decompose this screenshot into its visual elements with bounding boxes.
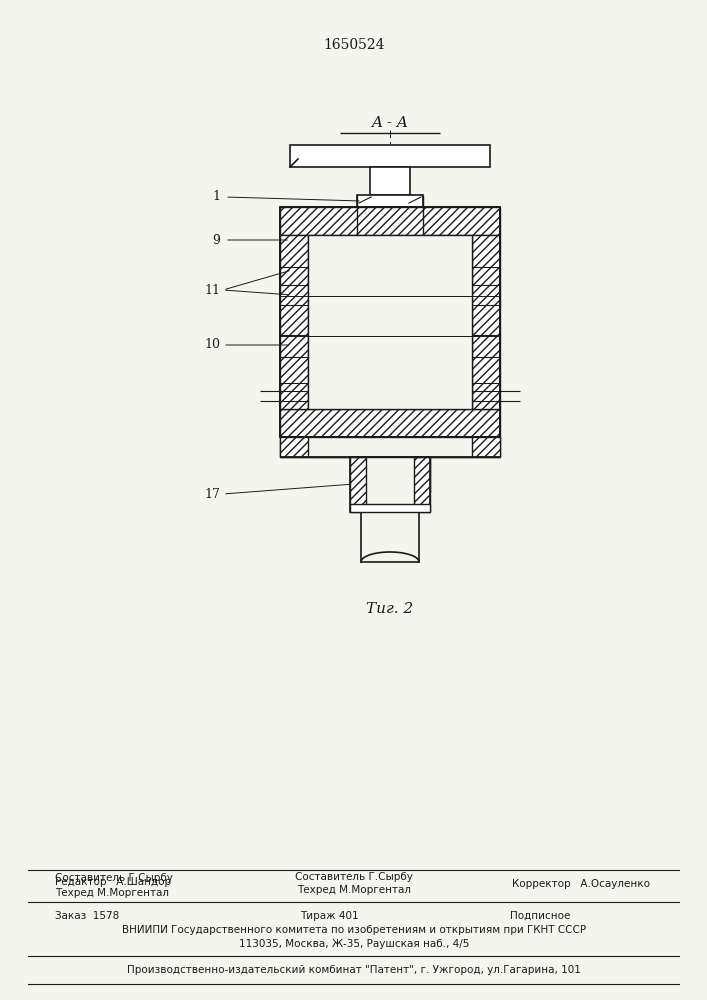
Bar xyxy=(370,167,410,195)
Bar xyxy=(280,235,308,409)
Bar xyxy=(290,145,490,167)
Text: 10: 10 xyxy=(204,338,220,352)
Bar xyxy=(350,457,430,492)
Bar xyxy=(280,207,500,437)
Text: 17: 17 xyxy=(204,488,220,500)
Bar xyxy=(472,235,500,409)
Text: Составитель Г.Сырбу: Составитель Г.Сырбу xyxy=(55,873,173,883)
Bar xyxy=(361,512,419,562)
Bar xyxy=(309,236,471,408)
Text: Тираж 401: Тираж 401 xyxy=(300,911,358,921)
Text: Техред М.Моргентал: Техред М.Моргентал xyxy=(55,888,169,898)
Text: Составитель Г.Сырбу: Составитель Г.Сырбу xyxy=(295,872,413,882)
Text: Τиг. 2: Τиг. 2 xyxy=(366,602,414,616)
Bar xyxy=(472,437,500,457)
Bar xyxy=(350,457,430,512)
Text: 113035, Москва, Ж-35, Раушская наб., 4/5: 113035, Москва, Ж-35, Раушская наб., 4/5 xyxy=(239,939,469,949)
Bar xyxy=(350,457,366,512)
Bar xyxy=(350,504,430,512)
Bar xyxy=(308,437,472,457)
Text: A - A: A - A xyxy=(372,116,409,130)
Bar xyxy=(357,195,423,207)
Text: Производственно-издательский комбинат "Патент", г. Ужгород, ул.Гагарина, 101: Производственно-издательский комбинат "П… xyxy=(127,965,581,975)
Text: 1650524: 1650524 xyxy=(323,38,385,52)
Bar xyxy=(414,457,430,512)
Text: Корректор   А.Осауленко: Корректор А.Осауленко xyxy=(512,879,650,889)
Text: Подписное: Подписное xyxy=(510,911,571,921)
Text: 11: 11 xyxy=(204,284,220,296)
Text: 1: 1 xyxy=(212,190,220,204)
Bar xyxy=(366,457,414,512)
Text: Техред М.Моргентал: Техред М.Моргентал xyxy=(297,885,411,895)
Bar xyxy=(280,437,500,457)
Bar xyxy=(308,235,472,409)
Bar xyxy=(280,409,500,437)
Text: 9: 9 xyxy=(212,233,220,246)
Text: Заказ  1578: Заказ 1578 xyxy=(55,911,119,921)
Text: Редактор   А.Шандор: Редактор А.Шандор xyxy=(55,877,171,887)
Text: ВНИИПИ Государственного комитета по изобретениям и открытиям при ГКНТ СССР: ВНИИПИ Государственного комитета по изоб… xyxy=(122,925,586,935)
Bar xyxy=(280,437,308,457)
Bar xyxy=(280,207,500,235)
